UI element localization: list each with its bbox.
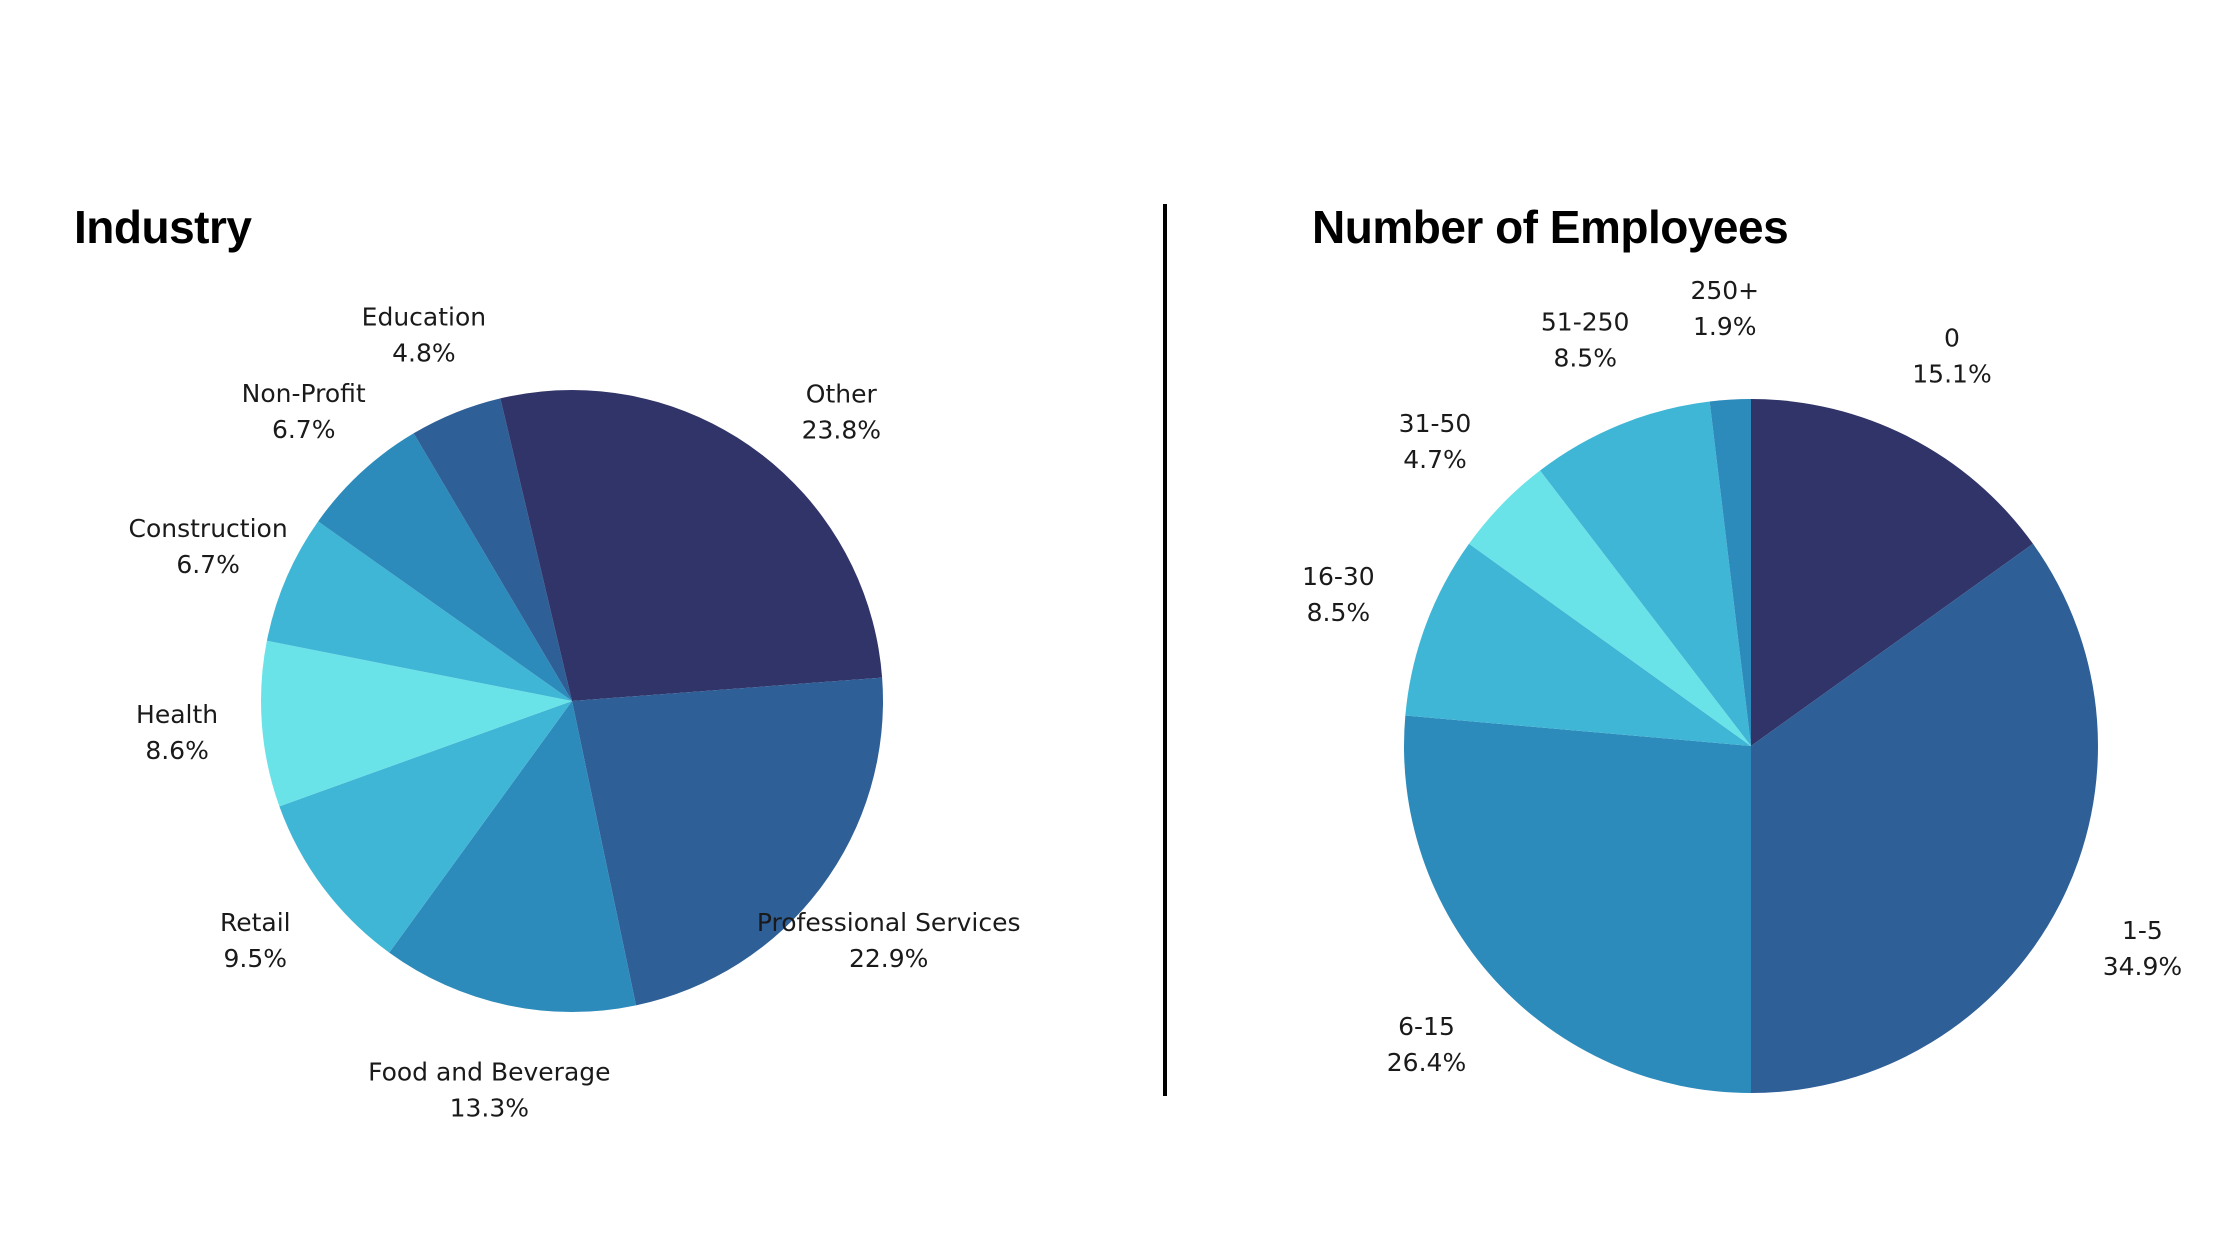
industry-label-name: Construction [129, 514, 288, 543]
industry-slice-health [261, 640, 572, 807]
employees-label-percent: 8.5% [1307, 598, 1371, 627]
employees-label-percent: 34.9% [2103, 952, 2182, 981]
employees-slice-6-15 [1403, 715, 1751, 1093]
industry-slice-other [572, 390, 883, 701]
industry-label-percent: 6.7% [176, 550, 240, 579]
industry-label-name: Non-Profit [242, 379, 366, 408]
industry-label-name: Health [136, 700, 218, 729]
employees-label-name: 31-50 [1399, 409, 1472, 438]
industry-slice-food-and-beverage [389, 701, 637, 1012]
employees-label-percent: 15.1% [1912, 360, 1991, 389]
employees-slice-1-5 [1751, 543, 2098, 1093]
employees-label-51-250: 51-250 8.5% [1541, 307, 1630, 372]
employees-slice-16-30 [1405, 543, 1751, 746]
industry-label-name: Other [806, 380, 878, 409]
employees-label-percent: 8.5% [1553, 343, 1617, 372]
employees-slice-250 [1709, 399, 1751, 746]
employees-slice-51-250 [1540, 401, 1751, 746]
employees-label-name: 0 [1944, 324, 1960, 353]
employees-label-percent: 26.4% [1387, 1048, 1466, 1077]
industry-label-percent: 8.6% [145, 736, 209, 765]
industry-label-name: Professional Services [757, 908, 1021, 937]
industry-label-name: Retail [220, 908, 291, 937]
industry-slice-construction [266, 521, 572, 701]
industry-label-other: Other 23.8% [802, 380, 881, 445]
industry-label-percent: 22.9% [849, 944, 928, 973]
industry-label-professional-services: Professional Services 22.9% [757, 908, 1021, 973]
employees-label-name: 1-5 [2122, 916, 2163, 945]
industry-label-health: Health 8.6% [136, 700, 218, 765]
industry-slice-retail [279, 701, 572, 953]
industry-label-percent: 9.5% [224, 944, 288, 973]
industry-label-name: Education [362, 303, 486, 332]
industry-label-non-profit: Non-Profit 6.7% [242, 379, 366, 444]
industry-slice-professional-services [572, 677, 884, 1006]
industry-chart-title: Industry [74, 201, 252, 253]
industry-label-food-and-beverage: Food and Beverage 13.3% [368, 1057, 610, 1122]
employees-label-name: 51-250 [1541, 307, 1630, 336]
employees-pie-chart: 0 15.1% 1-5 34.9% 6-15 26.4% 16-30 8.5% 31-50 4.7… [1302, 276, 2182, 1093]
industry-label-education: Education 4.8% [362, 303, 486, 368]
industry-label-percent: 6.7% [272, 415, 336, 444]
employees-label-0: 0 15.1% [1912, 324, 1991, 389]
employees-label-6-15: 6-15 26.4% [1387, 1012, 1466, 1077]
industry-label-percent: 23.8% [802, 416, 881, 445]
employees-label-percent: 1.9% [1693, 312, 1757, 341]
industry-slice-unlabeled-8 [500, 390, 572, 701]
panel-divider [1163, 204, 1167, 1096]
employees-slice-0 [1751, 399, 2033, 746]
industry-label-percent: 13.3% [450, 1093, 529, 1122]
employees-label-250: 250+ 1.9% [1690, 276, 1759, 341]
employees-label-16-30: 16-30 8.5% [1302, 562, 1375, 627]
employees-chart-title: Number of Employees [1312, 201, 1789, 253]
employees-label-name: 6-15 [1398, 1012, 1455, 1041]
industry-slice-education [413, 398, 572, 701]
industry-pie-chart: Other 23.8% Professional Services 22.9% Food… [129, 303, 1021, 1123]
employees-label-name: 250+ [1690, 276, 1759, 305]
industry-slice-non-profit [318, 433, 572, 701]
industry-label-retail: Retail 9.5% [220, 908, 291, 973]
employees-label-1-5: 1-5 34.9% [2103, 916, 2182, 981]
employees-label-31-50: 31-50 4.7% [1399, 409, 1472, 474]
industry-label-name: Food and Beverage [368, 1057, 610, 1086]
employees-slice-31-50 [1469, 470, 1751, 746]
industry-label-percent: 4.8% [392, 339, 456, 368]
industry-label-construction: Construction 6.7% [129, 514, 288, 579]
employees-label-percent: 4.7% [1403, 445, 1467, 474]
employees-label-name: 16-30 [1302, 562, 1375, 591]
